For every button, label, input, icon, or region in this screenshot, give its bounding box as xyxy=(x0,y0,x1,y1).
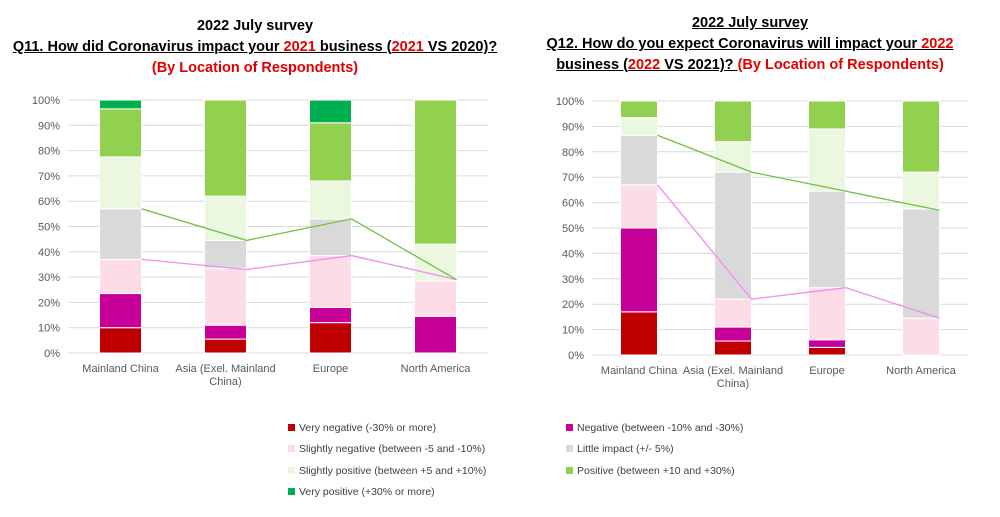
legend-swatch xyxy=(566,466,573,474)
y-tick-label: 70% xyxy=(38,171,60,183)
chart-title-q12: 2022 July survey Q12. How do you expect … xyxy=(505,13,995,76)
trend-line xyxy=(141,208,457,281)
question-title: Q11. How did Coronavirus impact your 202… xyxy=(12,39,498,55)
question-title-cont: business (2022 VS 2021)? (By Location of… xyxy=(556,57,944,73)
bar-segment xyxy=(620,134,658,186)
bar-segment xyxy=(204,99,247,197)
bar-segment xyxy=(309,218,352,257)
x-tick-label: Mainland China xyxy=(601,365,678,377)
x-tick-label: Asia (Exel. Mainland xyxy=(683,365,783,377)
y-tick-label: 80% xyxy=(38,146,60,158)
x-tick-label: North America xyxy=(401,363,472,375)
chart-title-q11: 2022 July survey Q11. How did Coronaviru… xyxy=(10,16,500,79)
trend-line xyxy=(141,254,457,281)
y-tick-label: 50% xyxy=(562,223,584,235)
bar-segment xyxy=(414,280,457,317)
bar-segment xyxy=(808,128,846,192)
y-tick-label: 80% xyxy=(562,147,584,159)
y-tick-label: 20% xyxy=(38,297,60,309)
subtitle: (By Location of Respondents) xyxy=(151,60,359,76)
trend-line xyxy=(657,134,940,211)
y-tick-label: 50% xyxy=(38,222,60,234)
y-tick-label: 0% xyxy=(568,350,584,362)
bar-segment xyxy=(902,100,940,173)
legend-label: Negative (between -10% and -30%) xyxy=(577,422,744,434)
legend-label: Slightly positive (between +5 and +10%) xyxy=(299,465,487,477)
bar-segment xyxy=(99,293,142,329)
x-tick-label: Mainland China xyxy=(82,363,159,375)
y-tick-label: 100% xyxy=(32,95,60,107)
bar-segment xyxy=(204,267,247,326)
x-tick-label: China) xyxy=(209,376,241,388)
question-title: Q12. How do you expect Coronavirus will … xyxy=(546,36,954,52)
bar-segment xyxy=(714,141,752,173)
y-tick-label: 30% xyxy=(562,274,584,286)
bar-segment xyxy=(99,99,142,110)
bar-segment xyxy=(902,208,940,319)
y-tick-label: 60% xyxy=(38,196,60,208)
legend-label: Very negative (-30% or more) xyxy=(299,422,437,434)
legend-label: Slightly negative (between -5 and -10%) xyxy=(299,443,486,455)
y-tick-label: 20% xyxy=(562,299,584,311)
y-tick-label: 70% xyxy=(562,172,584,184)
y-tick-label: 90% xyxy=(562,121,584,133)
legend-label: Very positive (+30% or more) xyxy=(299,486,435,498)
bar-segment xyxy=(309,255,352,308)
survey-title: 2022 July survey xyxy=(691,15,809,31)
legend-item: Slightly positive (between +5 and +10%) xyxy=(288,465,486,477)
x-tick-label: Asia (Exel. Mainland xyxy=(175,363,275,375)
legend-swatch xyxy=(288,444,295,452)
y-tick-label: 0% xyxy=(44,348,60,360)
trend-line xyxy=(656,184,940,319)
y-tick-label: 10% xyxy=(38,323,60,335)
legend-swatch xyxy=(288,466,295,474)
y-tick-label: 100% xyxy=(556,96,584,108)
bar-segment xyxy=(414,99,457,245)
legend-swatch xyxy=(566,423,573,431)
bar-segment xyxy=(714,100,752,143)
bar-segment xyxy=(714,171,752,300)
y-tick-label: 30% xyxy=(38,272,60,284)
bar-segment xyxy=(902,317,940,356)
x-tick-label: China) xyxy=(717,378,749,390)
bar-segment xyxy=(714,298,752,328)
y-tick-label: 60% xyxy=(562,198,584,210)
legend-swatch xyxy=(566,444,573,452)
y-tick-label: 90% xyxy=(38,120,60,132)
legend-label: Little impact (+/- 5%) xyxy=(577,443,674,455)
legend-swatch xyxy=(288,423,295,431)
legend-swatch xyxy=(288,487,295,495)
legend-item: Very negative (-30% or more) xyxy=(288,422,436,434)
legend-item: Very positive (+30% or more) xyxy=(288,486,435,498)
legend-item: Negative (between -10% and -30%) xyxy=(566,422,743,434)
bar-segment xyxy=(99,327,142,354)
legend-item: Slightly negative (between -5 and -10%) xyxy=(288,443,485,455)
legend-label: Positive (between +10 and +30%) xyxy=(577,465,735,477)
bar-segment xyxy=(309,180,352,220)
y-tick-label: 40% xyxy=(562,248,584,260)
bar-segment xyxy=(309,99,352,124)
x-tick-label: Europe xyxy=(313,363,348,375)
bar-segment xyxy=(620,100,658,119)
survey-title: 2022 July survey xyxy=(196,18,314,34)
bar-segment xyxy=(309,322,352,354)
bar-segment xyxy=(99,258,142,295)
y-tick-label: 40% xyxy=(38,247,60,259)
bar-segment xyxy=(808,190,846,289)
legend-item: Little impact (+/- 5%) xyxy=(566,443,674,455)
bar-segment xyxy=(808,100,846,130)
legend-item: Positive (between +10 and +30%) xyxy=(566,465,735,477)
x-tick-label: North America xyxy=(886,365,957,377)
y-tick-label: 10% xyxy=(562,325,584,337)
x-tick-label: Europe xyxy=(809,365,844,377)
bar-segment xyxy=(204,195,247,241)
